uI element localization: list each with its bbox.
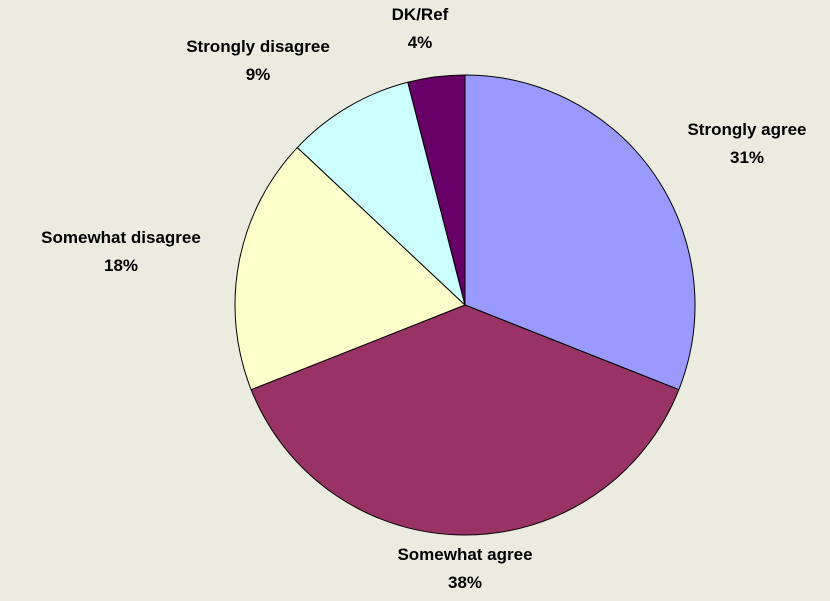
slice-label-dk-ref: DK/Ref 4% <box>392 5 449 52</box>
slice-labels: Strongly agree 31%Somewhat agree 38%Somewh… <box>41 5 806 592</box>
slice-label-somewhat-agree: Somewhat agree 38% <box>397 545 532 592</box>
slice-label-strongly-agree: Strongly agree 31% <box>687 120 806 167</box>
slice-label-name: Somewhat disagree <box>41 228 201 247</box>
slice-label-name: Strongly agree <box>687 120 806 139</box>
slice-label-value: 9% <box>246 65 271 84</box>
pie-slice-somewhat-disagree <box>234 146 466 391</box>
slice-label-value: 18% <box>104 256 138 275</box>
slice-label-value: 31% <box>730 148 764 167</box>
slice-label-value: 38% <box>448 573 482 592</box>
slice-label-value: 4% <box>408 33 433 52</box>
slice-label-name: DK/Ref <box>392 5 449 24</box>
slice-label-name: Strongly disagree <box>186 37 330 56</box>
pie-slice-strongly-disagree <box>296 81 466 307</box>
slice-label-somewhat-disagree: Somewhat disagree 18% <box>41 228 201 275</box>
pie-slice-dk-ref <box>407 74 466 306</box>
slice-label-strongly-disagree: Strongly disagree 9% <box>186 37 330 84</box>
slice-label-name: Somewhat agree <box>397 545 532 564</box>
pie-slice-strongly-agree <box>464 74 696 391</box>
pie-slices <box>234 74 696 536</box>
pie-slice-somewhat-agree <box>250 304 680 536</box>
